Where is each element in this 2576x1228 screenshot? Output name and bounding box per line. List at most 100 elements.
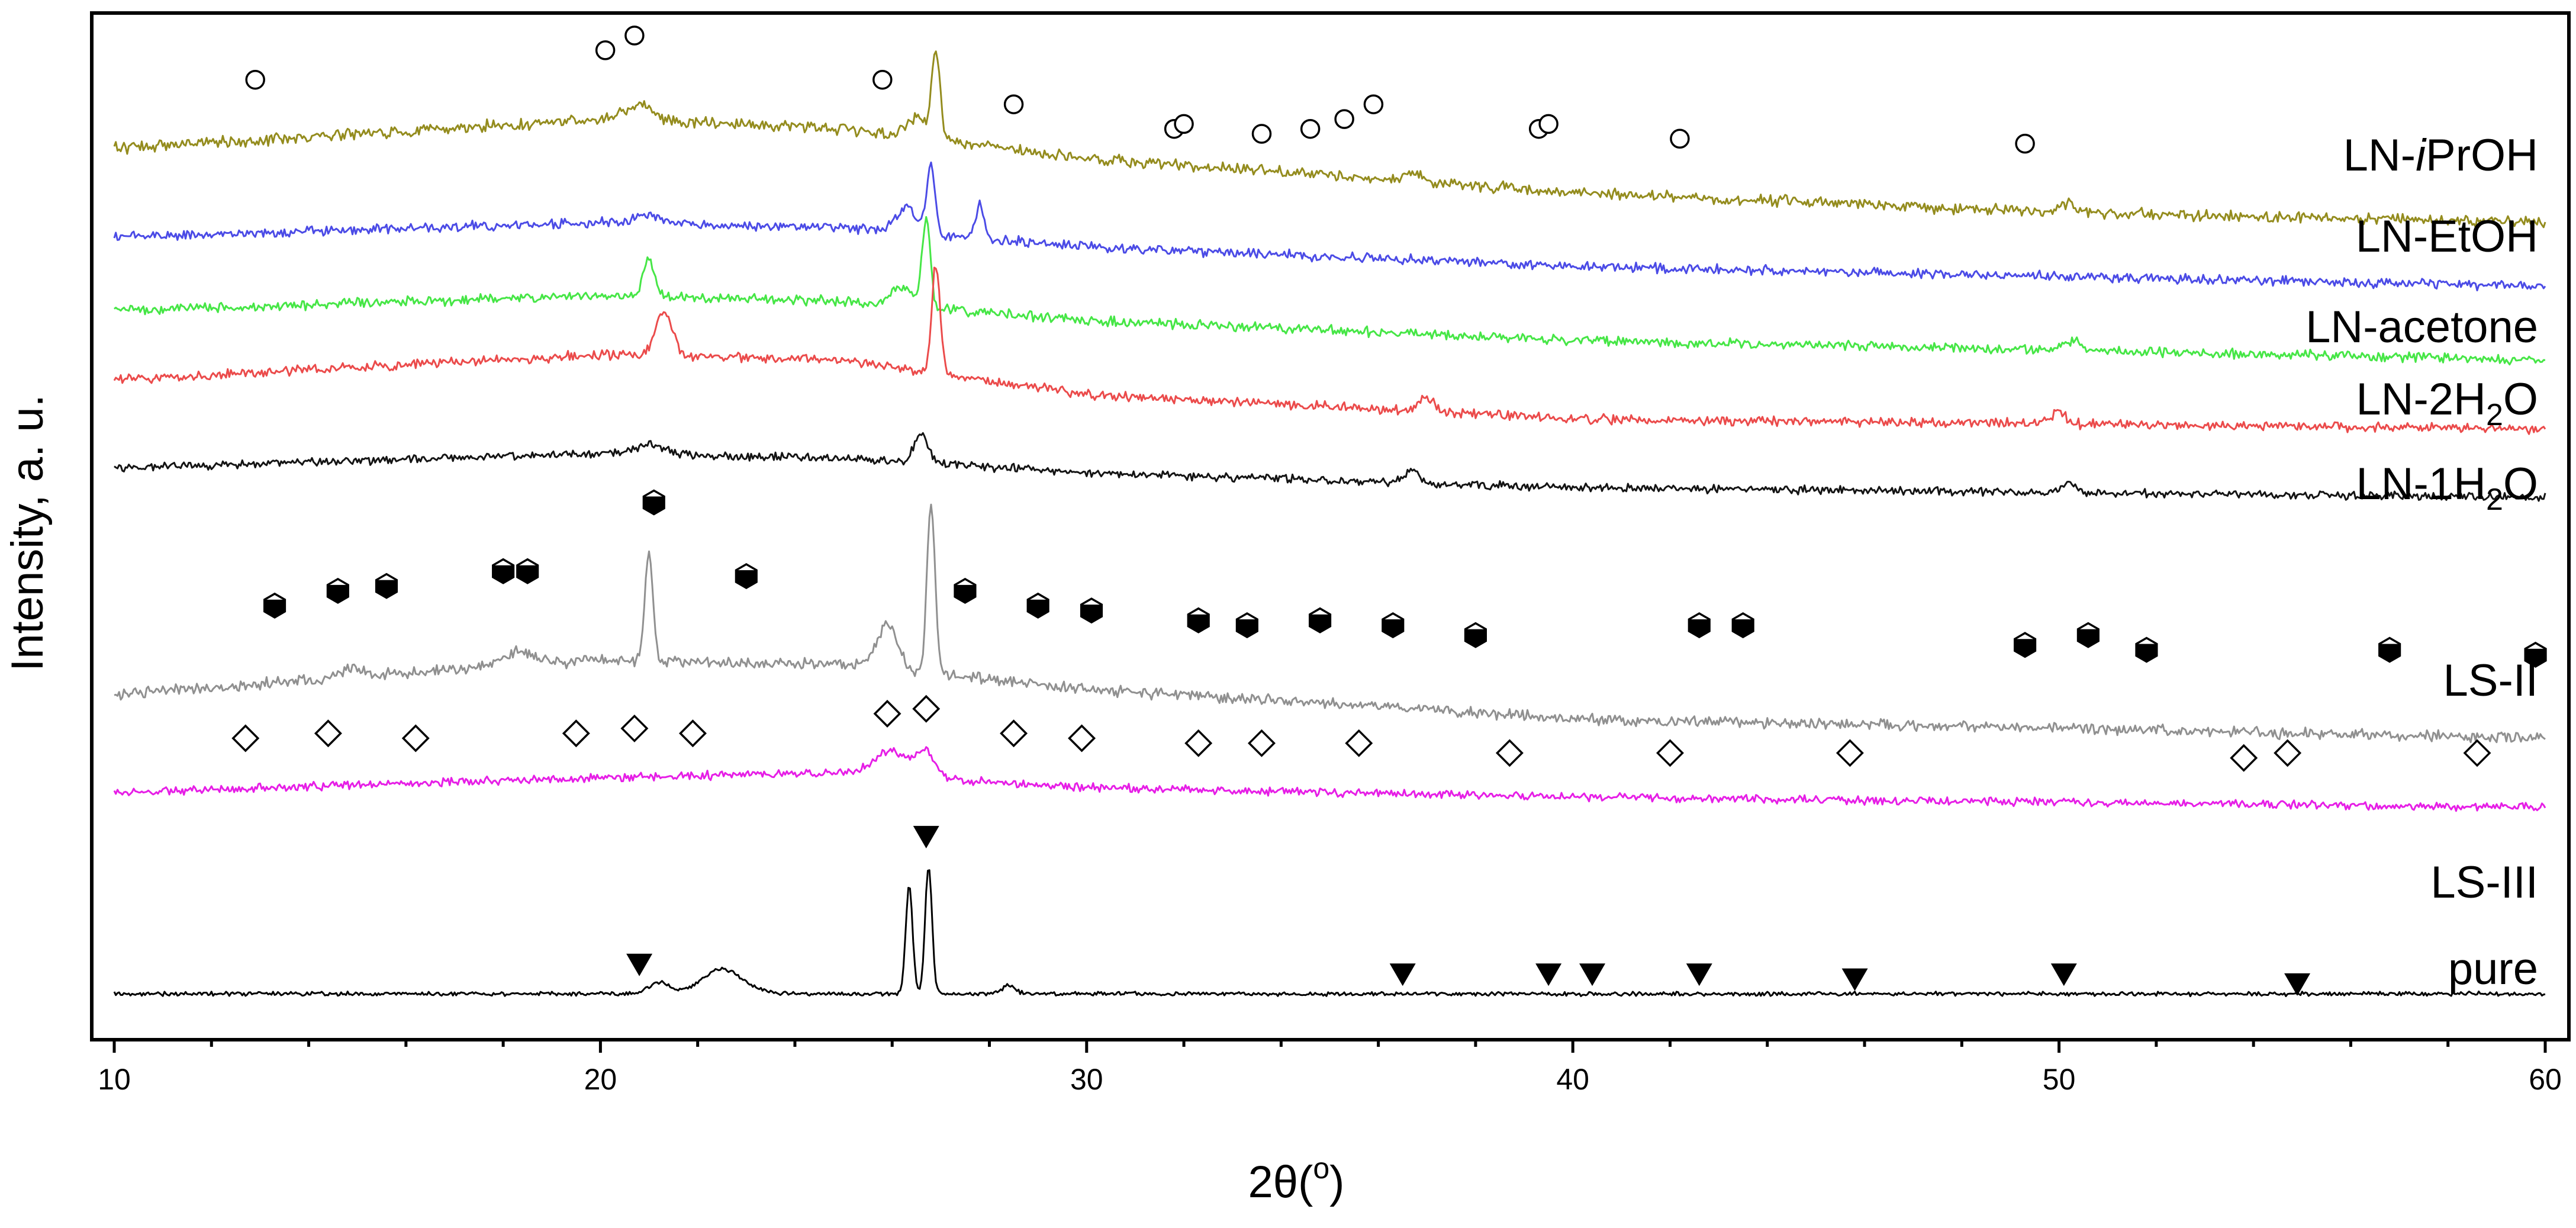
diamond-marker-ls-iii xyxy=(1184,729,1213,757)
hexagon-marker-ls-ii-fill xyxy=(1188,614,1209,632)
hexagon-marker-ls-ii xyxy=(2135,636,2158,663)
hexagon-marker-ls-ii xyxy=(2014,632,2037,658)
circle-marker-ln-iproh xyxy=(1300,118,1321,139)
series-line-ln-etoh xyxy=(113,161,2546,291)
series-label-ln-iproh: LN-iPrOH xyxy=(2343,130,2538,181)
hexagon-marker-ls-ii-fill xyxy=(1081,605,1102,623)
series-label-part: O xyxy=(2503,374,2538,425)
series-line-ln-1h2o xyxy=(114,432,2546,502)
diamond-marker-ls-iii xyxy=(912,695,941,723)
hexagon-marker-ls-ii-fill xyxy=(492,565,514,583)
series-line-ln-iproh xyxy=(113,50,2546,230)
series-label-part: LN-2H xyxy=(2356,374,2486,425)
diamond-marker-ls-iii xyxy=(678,719,707,748)
hexagon-marker-ls-ii-fill xyxy=(517,565,538,583)
series-label-part: LS-III xyxy=(2430,857,2538,908)
series-line-ln-acetone xyxy=(114,216,2546,366)
diamond-marker-ls-iii xyxy=(1248,729,1276,757)
series-label-ln-etoh: LN-EtOH xyxy=(2356,211,2538,262)
hexagon-marker-ls-ii-fill xyxy=(376,580,397,598)
circle-marker-ln-iproh xyxy=(1538,114,1559,134)
hexagon-marker-ls-ii xyxy=(735,562,758,590)
diamond-marker-ls-iii xyxy=(1068,724,1096,753)
triangle-marker-pure xyxy=(1535,963,1562,986)
y-axis-label: Intensity, a. u. xyxy=(2,394,53,671)
hexagon-marker-ls-ii xyxy=(1731,612,1754,639)
hexagon-marker-ls-ii xyxy=(1309,607,1332,634)
series-label-part: LN-acetone xyxy=(2305,302,2538,352)
circle-marker-ln-iproh xyxy=(2015,133,2035,154)
x-axis-label-sup: o xyxy=(1313,1152,1329,1185)
hexagon-marker-ls-ii xyxy=(375,573,398,599)
circle-marker-ln-iproh xyxy=(624,25,645,46)
hexagon-marker-ls-ii-fill xyxy=(1237,619,1258,637)
hexagon-marker-ls-ii xyxy=(2524,641,2547,668)
hexagon-marker-ls-ii xyxy=(1464,622,1487,648)
series-line-ls-iii xyxy=(113,746,2546,812)
x-axis-label-end: ) xyxy=(1329,1157,1344,1207)
series-label-italic: i xyxy=(2416,130,2427,181)
x-axis-label-main: 2θ( xyxy=(1248,1157,1313,1207)
series-label-ln-acetone: LN-acetone xyxy=(2305,302,2538,352)
series-line-ls-ii xyxy=(114,503,2546,744)
series-labels: LN-iPrOHLN-EtOHLN-acetoneLN-2H2OLN-1H2OL… xyxy=(2305,130,2538,994)
hexagon-marker-ls-ii xyxy=(1026,592,1049,619)
hexagon-marker-ls-ii-fill xyxy=(955,584,975,603)
hexagon-marker-ls-ii-fill xyxy=(2379,644,2400,662)
series-label-subscript: 2 xyxy=(2486,483,2503,517)
hexagon-marker-ls-ii-fill xyxy=(643,496,665,515)
hexagon-marker-ls-ii xyxy=(263,592,286,619)
hexagon-marker-ls-ii-fill xyxy=(264,599,285,618)
series-label-subscript: 2 xyxy=(2486,398,2503,432)
series-label-part: O xyxy=(2503,459,2538,509)
hexagon-marker-ls-ii-fill xyxy=(2078,629,2099,647)
x-axis-ticks: 10 20 30 40 50 60 xyxy=(98,1040,2562,1096)
diamond-marker-ls-iii xyxy=(1495,739,1524,767)
diamond-marker-ls-iii xyxy=(1000,719,1028,748)
circle-marker-ln-iproh xyxy=(1670,128,1690,149)
triangle-marker-pure xyxy=(626,953,653,976)
diamond-marker-ls-iii xyxy=(1656,739,1684,767)
marker-layer xyxy=(231,25,2547,996)
circle-marker-ln-iproh xyxy=(1363,94,1384,114)
series-layer xyxy=(113,50,2546,998)
series-label-ls-iii: LS-III xyxy=(2430,857,2538,908)
x-tick-label: 10 xyxy=(98,1063,131,1096)
hexagon-marker-ls-ii xyxy=(1080,597,1103,624)
diamond-marker-ls-iii xyxy=(231,724,260,753)
hexagon-marker-ls-ii xyxy=(642,489,665,516)
hexagon-marker-ls-ii-fill xyxy=(1465,629,1486,647)
x-tick-label: 30 xyxy=(1070,1063,1103,1096)
hexagon-marker-ls-ii-fill xyxy=(1382,619,1403,637)
x-tick-label: 40 xyxy=(1556,1063,1589,1096)
circle-marker-ln-iproh xyxy=(1174,114,1194,134)
triangle-marker-pure xyxy=(2050,963,2077,986)
x-axis-label: 2θ(o) xyxy=(1248,1152,1345,1207)
series-label-part: pure xyxy=(2448,944,2538,994)
diamond-marker-ls-iii xyxy=(873,699,901,728)
series-line-pure xyxy=(113,869,2546,998)
triangle-marker-pure xyxy=(913,825,939,848)
hexagon-marker-ls-ii xyxy=(326,577,349,604)
triangle-marker-pure xyxy=(1389,963,1416,986)
triangle-marker-pure xyxy=(1579,963,1606,986)
hexagon-marker-ls-ii xyxy=(516,558,539,584)
diamond-marker-ls-iii xyxy=(1836,739,1864,767)
hexagon-marker-ls-ii-fill xyxy=(1309,614,1331,632)
series-label-ln-2h2o: LN-2H2O xyxy=(2356,374,2538,432)
diamond-marker-ls-iii xyxy=(1345,729,1373,757)
circle-marker-ln-iproh xyxy=(1003,94,1024,114)
series-label-part: LS-II xyxy=(2443,655,2539,706)
series-label-part: PrOH xyxy=(2426,130,2538,181)
hexagon-marker-ls-ii-fill xyxy=(1689,619,1710,637)
hexagon-marker-ls-ii-fill xyxy=(327,584,349,603)
hexagon-marker-ls-ii xyxy=(954,577,977,604)
diamond-marker-ls-iii xyxy=(2274,739,2302,767)
hexagon-marker-ls-ii-fill xyxy=(736,570,757,588)
x-tick-label: 60 xyxy=(2529,1063,2562,1096)
circle-marker-ln-iproh xyxy=(872,69,893,90)
hexagon-marker-ls-ii xyxy=(1382,612,1405,639)
diamond-marker-ls-iii xyxy=(2230,744,2258,772)
series-label-ls-ii: LS-II xyxy=(2443,655,2539,706)
